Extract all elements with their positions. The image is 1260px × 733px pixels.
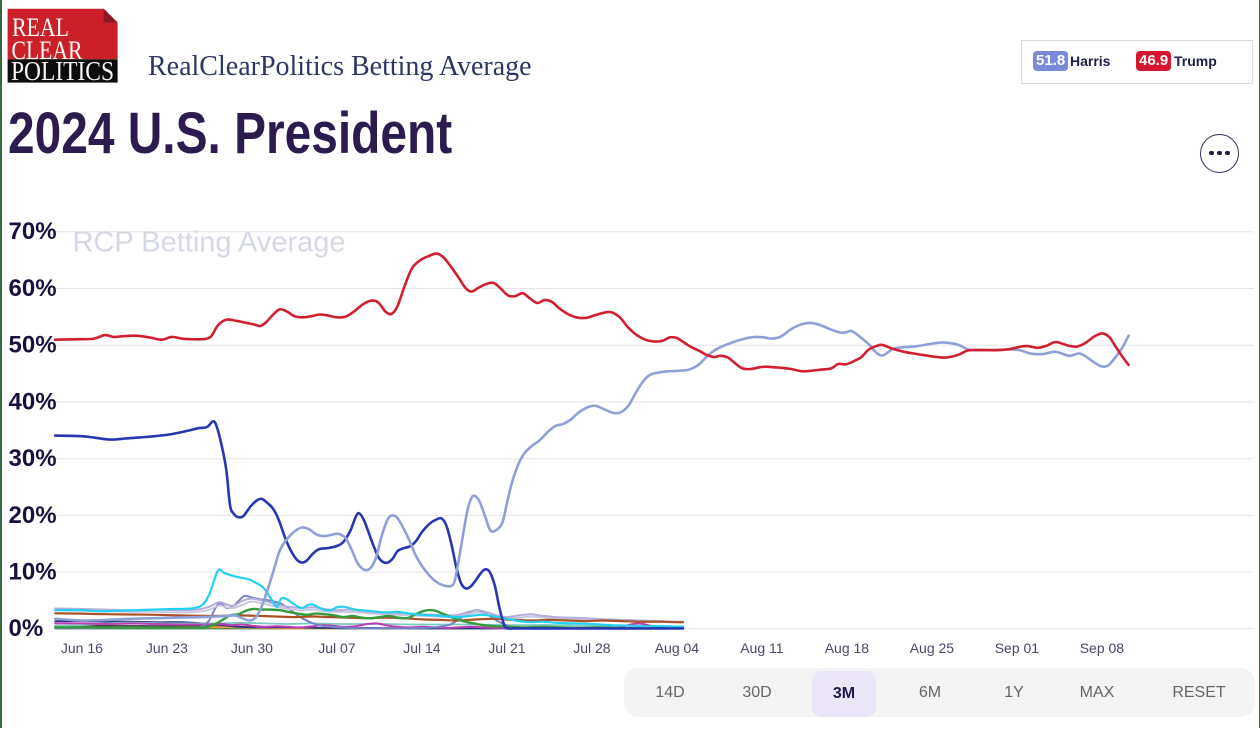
svg-text:Jun 23: Jun 23 (146, 640, 188, 656)
svg-text:Jul 21: Jul 21 (488, 640, 526, 656)
svg-text:20%: 20% (9, 502, 57, 529)
svg-text:POLITICS: POLITICS (11, 56, 114, 84)
svg-text:70%: 70% (9, 218, 57, 245)
svg-text:10%: 10% (9, 559, 57, 586)
svg-text:60%: 60% (9, 275, 57, 302)
svg-text:Sep 08: Sep 08 (1080, 640, 1125, 656)
svg-text:Jun 30: Jun 30 (231, 640, 273, 656)
svg-text:Jul 28: Jul 28 (573, 640, 611, 656)
svg-text:Sep 01: Sep 01 (995, 640, 1040, 656)
svg-text:40%: 40% (9, 388, 57, 415)
svg-text:RCP Betting Average: RCP Betting Average (73, 227, 346, 259)
svg-text:0%: 0% (9, 615, 44, 642)
svg-text:Aug 11: Aug 11 (740, 640, 784, 656)
svg-text:REAL: REAL (12, 13, 69, 42)
svg-text:Aug 25: Aug 25 (910, 640, 955, 656)
svg-text:Jul 07: Jul 07 (318, 640, 356, 656)
svg-text:CLEAR: CLEAR (12, 36, 84, 65)
svg-text:Jun 16: Jun 16 (61, 640, 103, 656)
svg-text:Aug 04: Aug 04 (655, 640, 700, 656)
svg-text:Aug 18: Aug 18 (825, 640, 870, 656)
svg-text:30%: 30% (9, 445, 57, 472)
svg-text:Jul 14: Jul 14 (403, 640, 441, 656)
svg-text:50%: 50% (9, 332, 57, 359)
